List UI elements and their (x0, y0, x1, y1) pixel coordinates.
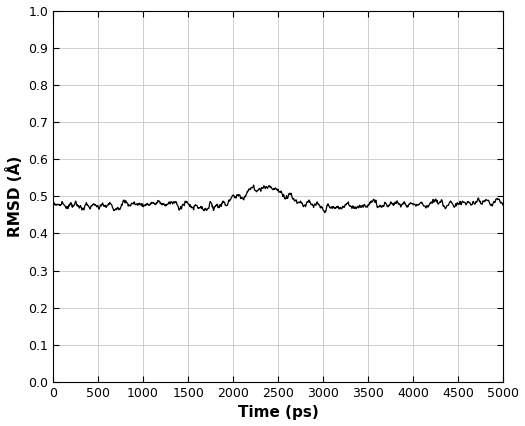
X-axis label: Time (ps): Time (ps) (238, 406, 319, 420)
Y-axis label: RMSD (Å): RMSD (Å) (6, 155, 23, 237)
